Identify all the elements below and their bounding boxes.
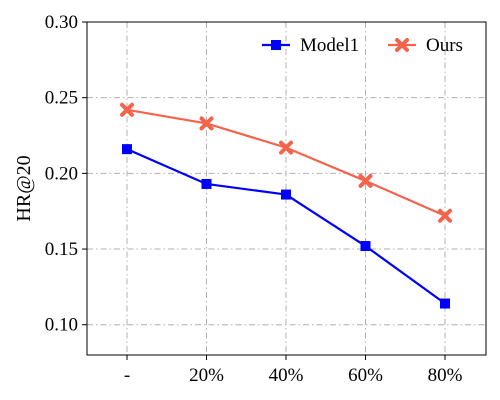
legend-label: Ours (426, 35, 463, 56)
x-tick-label: 20% (189, 365, 224, 386)
legend: Model1 Ours (262, 35, 463, 56)
legend-label: Model1 (300, 35, 359, 56)
series-model1 (122, 144, 450, 309)
data-point (440, 298, 450, 309)
y-axis-title: HR@20 (13, 155, 35, 221)
y-axis: 0.10 0.15 0.20 0.25 0.30 (45, 12, 87, 336)
series-ours (120, 102, 452, 223)
data-point (279, 140, 293, 155)
legend-item: Ours (388, 35, 463, 56)
series-layer (120, 102, 452, 309)
y-tick-label: 0.15 (45, 239, 78, 260)
y-tick-label: 0.10 (45, 315, 78, 336)
data-point (120, 102, 134, 117)
data-point (281, 189, 291, 200)
data-point (122, 144, 132, 155)
data-point (358, 173, 373, 188)
x-tick-label: 40% (269, 365, 304, 386)
y-tick-label: 0.25 (45, 88, 78, 109)
data-point (201, 178, 212, 189)
data-point (360, 241, 371, 252)
legend-item: Model1 (262, 35, 359, 56)
grid (87, 21, 486, 355)
x-tick-label: 60% (348, 365, 383, 386)
x-tick-label: 80% (428, 365, 463, 386)
y-tick-label: 0.20 (45, 163, 78, 184)
y-tick-label: 0.30 (45, 12, 78, 33)
legend-marker (395, 38, 409, 52)
legend-marker (271, 40, 281, 50)
data-point (199, 116, 214, 131)
x-axis: - 20% 40% 60% 80% (124, 355, 463, 386)
data-point (438, 208, 452, 223)
x-tick-label: - (124, 365, 130, 386)
